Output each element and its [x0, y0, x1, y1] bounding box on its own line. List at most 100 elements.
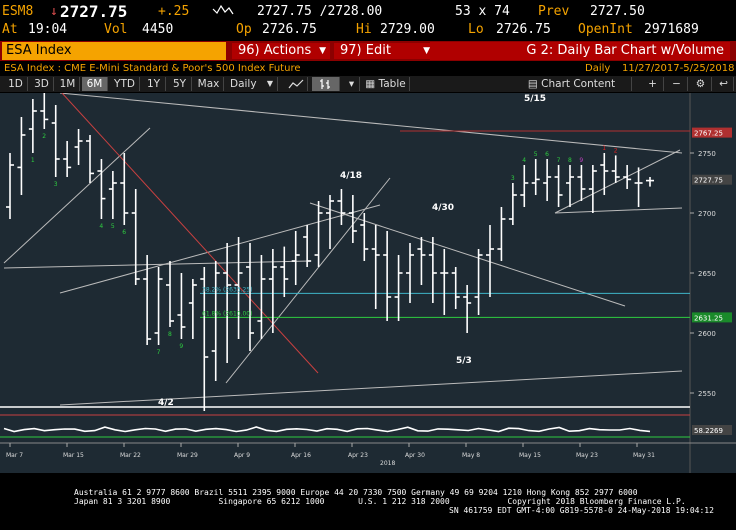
overlay-layer [3, 92, 690, 433]
edit-menu-button[interactable]: 97) Edit ▼ [334, 43, 434, 59]
table-button[interactable]: ▦ Table [362, 77, 410, 91]
last-price: 2727.75 [60, 2, 128, 21]
range-1d-button[interactable]: 1D [4, 77, 28, 91]
range-1m-button[interactable]: 1M [56, 77, 80, 91]
period-label: Daily [585, 63, 611, 74]
frequency-label: Daily [230, 78, 257, 90]
count-digit: 6 [545, 151, 549, 158]
high-value: 2729.00 [380, 22, 435, 37]
price-bar [497, 207, 506, 261]
style-dropdown-icon[interactable]: ▾ [344, 77, 360, 91]
low-label: Lo [468, 22, 484, 37]
sparkline-icon [212, 3, 234, 21]
x-tick-label: May 8 [462, 452, 480, 459]
settings-icon[interactable]: ⚙ [690, 77, 712, 91]
subtitle-bar: ESA Index : CME E-Mini Standard & Poor's… [0, 61, 736, 76]
price-bar [120, 153, 129, 225]
chart-content-button[interactable]: ▤ Chart Content [512, 77, 632, 91]
price-bar [600, 153, 609, 195]
price-bar [223, 243, 232, 363]
line-chart-icon[interactable] [284, 77, 308, 91]
count-digit: 9 [579, 157, 583, 164]
price-bar [646, 177, 654, 187]
count-digit: 1 [602, 145, 606, 152]
price-bar [188, 279, 197, 339]
flag-pennant-trendline [554, 149, 681, 214]
count-digit: 7 [557, 157, 561, 164]
count-digit: 5 [111, 223, 115, 230]
bars-layer [6, 93, 654, 411]
price-bar [348, 195, 357, 243]
price-tag-box [692, 127, 732, 138]
flag-top-trendline [554, 207, 683, 214]
count-digit: 1 [31, 157, 35, 164]
price-bar [211, 261, 220, 381]
count-digit: 2 [614, 147, 618, 154]
price-bar [177, 273, 186, 339]
down-arrow-icon: ↓ [50, 4, 58, 19]
security-input[interactable]: ESA Index [2, 42, 226, 60]
date-annotation: 4/2 [158, 398, 174, 408]
price-bar [97, 159, 106, 219]
x-tick-label: Mar 15 [63, 452, 84, 459]
chevron-down-icon: ▼ [319, 46, 326, 56]
y-tick-label: 2600 [698, 330, 716, 338]
frequency-dropdown[interactable]: Daily ▼ [226, 77, 278, 91]
price-bar [451, 267, 460, 309]
count-digit: 7 [157, 349, 161, 356]
price-bar [531, 159, 540, 195]
support-trendline [59, 370, 683, 406]
rising-trendline [59, 204, 381, 294]
fib-618-label: 61.8% (2610.00) [202, 310, 252, 317]
price-bar [611, 155, 620, 183]
price-bar [63, 141, 72, 177]
price-bar [577, 165, 586, 201]
open-value: 2726.75 [262, 22, 317, 37]
count-digit: 8 [568, 157, 572, 164]
price-bar [268, 249, 277, 333]
x-tick-label: May 23 [576, 452, 598, 459]
low-value: 2726.75 [496, 22, 551, 37]
y-tick-label: 2550 [698, 390, 716, 398]
footer-line-3: SN 461759 EDT GMT-4:00 G819-5578-0 24-Ma… [449, 506, 714, 515]
price-bar [371, 225, 380, 309]
date-annotation: 5/15 [524, 94, 546, 104]
price-tag-box [692, 174, 732, 185]
chart-area: 2550 2600 2650 2700 2750 Mar 7 Mar 15 Mar 22 Mar… [0, 92, 736, 473]
count-digit: 4 [99, 223, 103, 230]
grid-layer [0, 93, 736, 473]
range-max-button[interactable]: Max [194, 77, 224, 91]
bar-chart-icon[interactable] [312, 77, 340, 91]
actions-menu-button[interactable]: 96) Actions ▼ [232, 43, 330, 59]
price-bar [588, 165, 597, 213]
edit-label: Edit [365, 43, 391, 58]
minus-icon[interactable]: − [666, 77, 688, 91]
channel-trendline [225, 177, 391, 384]
volume-tag-label: 58.2269 [694, 427, 723, 435]
edit-number: 97) [340, 43, 362, 58]
table-label: Table [378, 78, 406, 90]
y-tick-label: 2750 [698, 150, 716, 158]
add-icon[interactable]: + [642, 77, 664, 91]
prev-label: Prev [538, 4, 570, 19]
chevron-down-icon: ▼ [266, 79, 273, 88]
date-annotation: 4/30 [432, 203, 454, 213]
undo-icon[interactable]: ↩ [714, 77, 734, 91]
range-3d-button[interactable]: 3D [30, 77, 54, 91]
footer-line-2: Japan 81 3 3201 8900 Singapore 65 6212 1… [74, 497, 686, 506]
range-1y-button[interactable]: 1Y [142, 77, 166, 91]
price-bar [566, 165, 574, 207]
at-label: At [2, 22, 18, 37]
resistance-trendline [59, 92, 683, 154]
range-ytd-button[interactable]: YTD [110, 77, 140, 91]
horizontal-support-line [3, 260, 311, 269]
x-tick-label: Mar 22 [120, 452, 141, 459]
high-label: Hi [356, 22, 372, 37]
price-bar [486, 225, 494, 297]
price-tag-label: 2631.25 [694, 314, 723, 322]
range-5y-button[interactable]: 5Y [168, 77, 192, 91]
volume-tag-box [692, 425, 732, 435]
range-6m-button[interactable]: 6M [82, 77, 108, 91]
price-tag-box [692, 312, 732, 323]
x-tick-label: May 31 [633, 452, 655, 459]
